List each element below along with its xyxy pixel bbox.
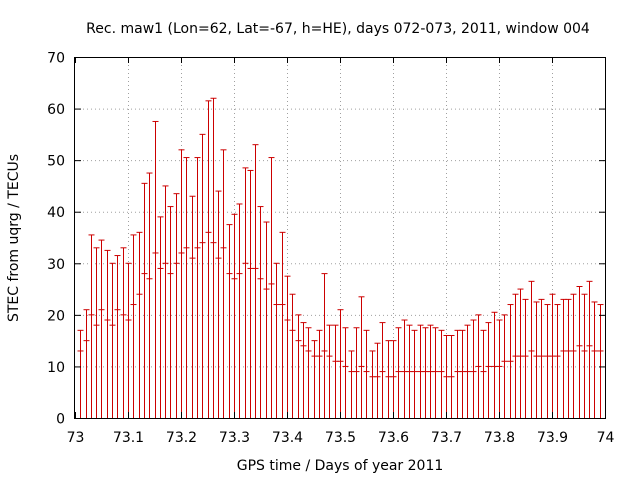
x-tick-label: 74 (597, 430, 615, 446)
y-tick-label: 60 (47, 102, 65, 118)
x-tick-labels: 73 73.1 73.2 73.3 73.4 73.5 73.6 73.7 73.8 73.9 74 (67, 430, 615, 446)
x-tick-label: 73.6 (378, 430, 409, 446)
y-tick-label: 70 (47, 51, 65, 67)
x-tick-label: 73.8 (484, 430, 515, 446)
x-tick-label: 73.9 (537, 430, 568, 446)
x-tick-label: 73.4 (272, 430, 303, 446)
y-tick-label: 40 (47, 205, 65, 221)
y-tick-label: 10 (47, 360, 65, 376)
y-tick-label: 20 (47, 308, 65, 324)
y-tick-label: 50 (47, 154, 65, 170)
x-tick-label: 73.5 (325, 430, 356, 446)
x-tick-label: 73.7 (431, 430, 462, 446)
y-tick-label: 0 (56, 412, 65, 428)
x-tick-label: 73.1 (113, 430, 144, 446)
error-bars (77, 97, 604, 418)
chart-title: Rec. maw1 (Lon=62, Lat=-67, h=HE), days … (86, 21, 590, 37)
x-axis-label: GPS time / Days of year 2011 (237, 458, 444, 474)
axis-ticks (75, 57, 606, 419)
y-axis-label: STEC from uqrg / TECUs (6, 154, 22, 322)
x-tick-label: 73.2 (166, 430, 197, 446)
y-tick-labels: 0 10 20 30 40 50 60 70 (47, 51, 65, 428)
x-tick-label: 73 (67, 430, 85, 446)
y-tick-label: 30 (47, 257, 65, 273)
x-tick-label: 73.3 (219, 430, 250, 446)
